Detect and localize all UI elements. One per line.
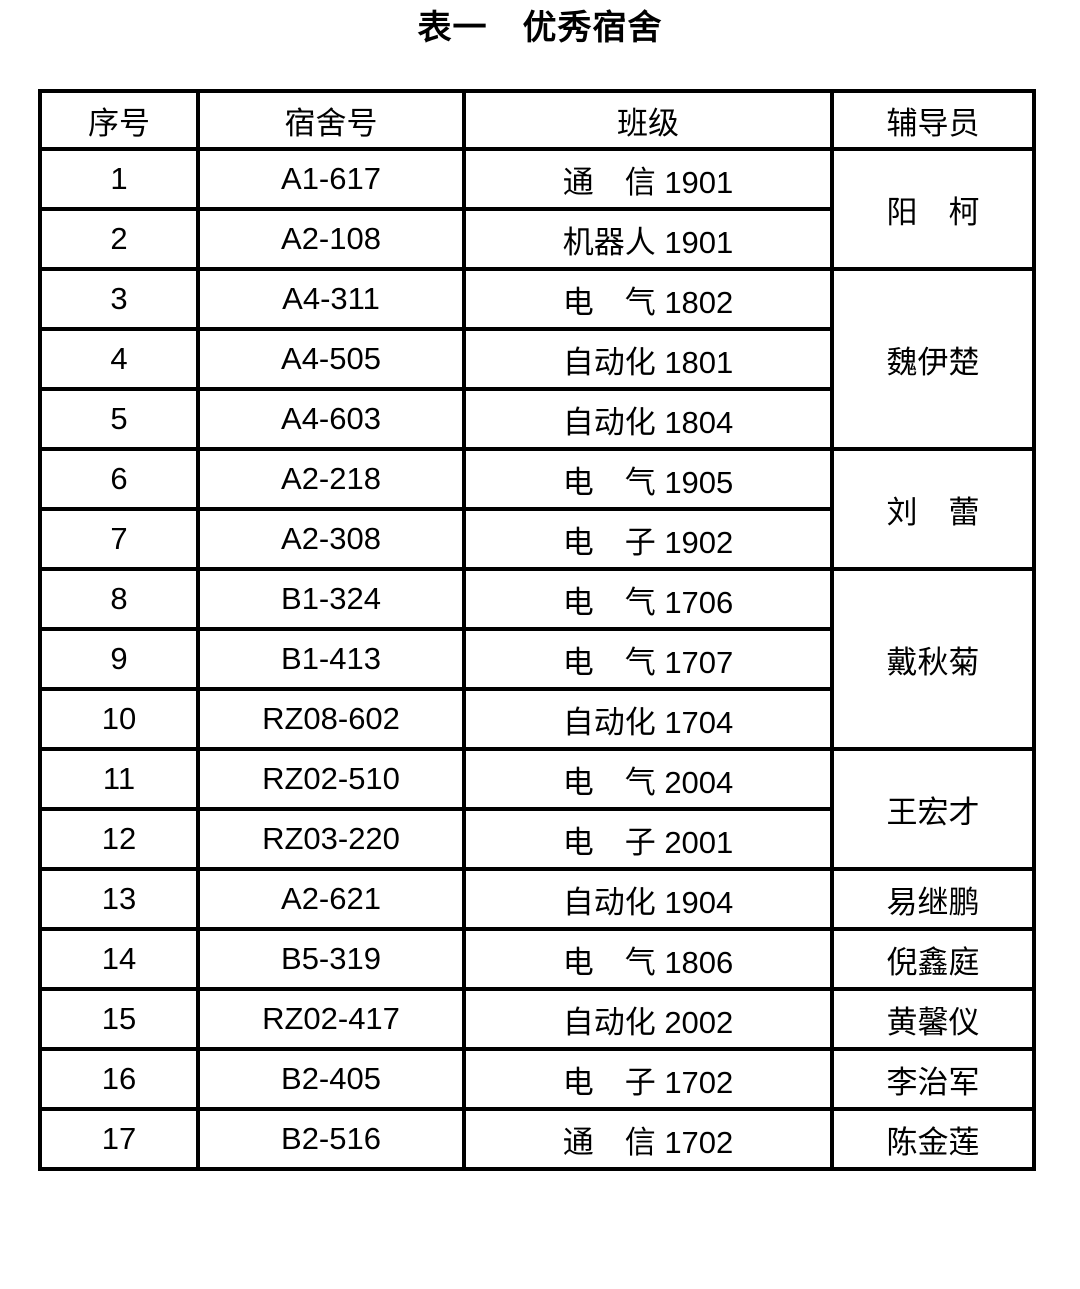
cell-dorm: B5-319 [196, 927, 466, 991]
cell-class: 通 信 1702 [462, 1107, 834, 1171]
cell-counselor: 李治军 [830, 1047, 1036, 1111]
table-header-row: 序号 宿舍号 班级 辅导员 [38, 89, 1036, 151]
table-row: 13 A2-621 自动化 1904 易继鹏 [38, 867, 1036, 931]
cell-class: 电 气 1802 [462, 267, 834, 331]
cell-dorm: A4-603 [196, 387, 466, 451]
cell-class: 自动化 1904 [462, 867, 834, 931]
cell-class: 电 气 2004 [462, 747, 834, 811]
table-row: 17 B2-516 通 信 1702 陈金莲 [38, 1107, 1036, 1171]
cell-dorm: B2-405 [196, 1047, 466, 1111]
header-cell-dorm: 宿舍号 [196, 89, 466, 151]
table-row: 7 A2-308 电 子 1902 [38, 507, 1034, 571]
cell-counselor: 戴秋菊 [830, 567, 1036, 751]
cell-dorm: A2-218 [196, 447, 466, 511]
cell-counselor: 阳 柯 [830, 147, 1036, 271]
cell-dorm: B2-516 [196, 1107, 466, 1171]
cell-counselor: 王宏才 [830, 747, 1036, 871]
cell-counselor: 刘 蕾 [830, 447, 1036, 571]
header-cell-no: 序号 [38, 89, 200, 151]
cell-class: 机器人 1901 [462, 207, 834, 271]
cell-no: 15 [38, 987, 200, 1051]
table-row: 2 A2-108 机器人 1901 [38, 207, 1034, 271]
table-row: 1 A1-617 通 信 1901 阳 柯 [38, 147, 1036, 271]
cell-no: 6 [38, 447, 200, 511]
cell-class: 电 气 1706 [462, 567, 834, 631]
cell-no: 5 [38, 387, 200, 451]
cell-class: 电 子 2001 [462, 807, 834, 871]
cell-class: 电 气 1707 [462, 627, 834, 691]
table-row: 6 A2-218 电 气 1905 刘 蕾 [38, 447, 1036, 571]
cell-dorm: B1-413 [196, 627, 466, 691]
cell-no: 3 [38, 267, 200, 331]
table-row: 12 RZ03-220 电 子 2001 [38, 807, 1034, 871]
table-row: 11 RZ02-510 电 气 2004 王宏才 [38, 747, 1036, 871]
cell-no: 11 [38, 747, 200, 811]
cell-dorm: RZ08-602 [196, 687, 466, 751]
cell-dorm: A2-108 [196, 207, 466, 271]
cell-class: 通 信 1901 [462, 147, 834, 211]
cell-counselor: 魏伊楚 [830, 267, 1036, 451]
cell-dorm: RZ02-417 [196, 987, 466, 1051]
cell-dorm: A2-621 [196, 867, 466, 931]
cell-class: 自动化 1704 [462, 687, 834, 751]
cell-no: 9 [38, 627, 200, 691]
cell-no: 7 [38, 507, 200, 571]
table-row: 5 A4-603 自动化 1804 [38, 387, 1034, 451]
table-row: 8 B1-324 电 气 1706 戴秋菊 [38, 567, 1036, 751]
cell-dorm: RZ02-510 [196, 747, 466, 811]
cell-class: 自动化 2002 [462, 987, 834, 1051]
cell-class: 电 气 1905 [462, 447, 834, 511]
excellent-dorm-table: 序号 宿舍号 班级 辅导员 1 A1-617 通 信 1901 阳 柯 2 A2… [38, 89, 1036, 1171]
cell-no: 1 [38, 147, 200, 211]
cell-no: 12 [38, 807, 200, 871]
table-row: 16 B2-405 电 子 1702 李治军 [38, 1047, 1036, 1111]
table-row: 10 RZ08-602 自动化 1704 [38, 687, 1034, 751]
cell-class: 自动化 1804 [462, 387, 834, 451]
cell-class: 自动化 1801 [462, 327, 834, 391]
cell-no: 17 [38, 1107, 200, 1171]
cell-no: 4 [38, 327, 200, 391]
header-cell-class: 班级 [462, 89, 834, 151]
cell-counselor: 黄馨仪 [830, 987, 1036, 1051]
table-row: 14 B5-319 电 气 1806 倪鑫庭 [38, 927, 1036, 991]
table-row: 15 RZ02-417 自动化 2002 黄馨仪 [38, 987, 1036, 1051]
cell-dorm: A2-308 [196, 507, 466, 571]
cell-dorm: A1-617 [196, 147, 466, 211]
cell-no: 14 [38, 927, 200, 991]
cell-counselor: 陈金莲 [830, 1107, 1036, 1171]
page-title: 表一 优秀宿舍 [417, 9, 663, 47]
table-row: 9 B1-413 电 气 1707 [38, 627, 1034, 691]
header-cell-counselor: 辅导员 [830, 89, 1036, 151]
cell-class: 电 气 1806 [462, 927, 834, 991]
cell-no: 10 [38, 687, 200, 751]
cell-counselor: 易继鹏 [830, 867, 1036, 931]
cell-dorm: B1-324 [196, 567, 466, 631]
cell-no: 16 [38, 1047, 200, 1111]
cell-class: 电 子 1702 [462, 1047, 834, 1111]
cell-dorm: A4-311 [196, 267, 466, 331]
table-row: 3 A4-311 电 气 1802 魏伊楚 [38, 267, 1036, 451]
cell-class: 电 子 1902 [462, 507, 834, 571]
cell-dorm: A4-505 [196, 327, 466, 391]
cell-no: 13 [38, 867, 200, 931]
cell-no: 2 [38, 207, 200, 271]
cell-counselor: 倪鑫庭 [830, 927, 1036, 991]
cell-dorm: RZ03-220 [196, 807, 466, 871]
cell-no: 8 [38, 567, 200, 631]
table-row: 4 A4-505 自动化 1801 [38, 327, 1034, 391]
